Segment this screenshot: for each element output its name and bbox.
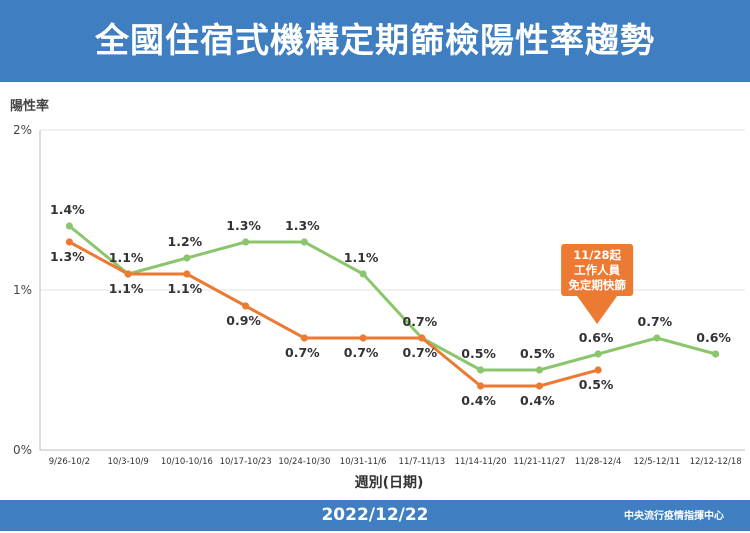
data-point-green (242, 238, 250, 246)
annotation-text: 11/28起 (573, 248, 621, 262)
data-label-orange: 1.3% (50, 249, 85, 264)
x-tick-label: 10/31-11/6 (340, 457, 387, 467)
page-title: 全國住宿式機構定期篩檢陽性率趨勢 (95, 21, 655, 61)
footer-bar: 2022/12/22 中央流行疫情指揮中心 (0, 500, 750, 531)
x-tick-label: 9/26-10/2 (49, 457, 90, 467)
data-label-orange: 0.5% (579, 377, 614, 392)
data-point-green (300, 238, 308, 246)
y-tick-label: 2% (13, 123, 32, 137)
x-tick-label: 10/3-10/9 (108, 457, 149, 467)
data-label-green: 1.1% (109, 250, 144, 265)
data-point-orange (535, 382, 543, 390)
data-label-orange: 0.4% (520, 393, 555, 408)
data-label-green: 1.2% (168, 234, 203, 249)
data-label-green: 0.7% (403, 314, 438, 329)
data-label-orange: 0.7% (285, 345, 320, 360)
y-tick-label: 0% (13, 443, 32, 457)
data-point-orange (124, 270, 132, 278)
data-point-orange (300, 334, 308, 342)
data-point-green (594, 350, 602, 358)
x-tick-label: 12/5-12/11 (634, 457, 681, 467)
x-tick-label: 11/14-11/20 (455, 457, 507, 467)
data-label-green: 0.5% (520, 346, 555, 361)
data-point-green (477, 366, 485, 374)
positivity-line-chart: 陽性率 週別(日期) 0% 1% 2% 9/26-10/2 10/3-10/9 10/10… (10, 98, 745, 491)
data-label-orange: 1.1% (109, 281, 144, 296)
y-axis-title: 陽性率 (10, 98, 49, 114)
data-label-orange: 0.4% (461, 393, 496, 408)
series-line-green (68, 224, 717, 372)
x-tick-label: 11/7-11/13 (399, 457, 446, 467)
annotation-arrow-icon (577, 296, 618, 324)
annotation-text: 工作人員 (574, 263, 620, 277)
data-point-orange (242, 302, 250, 310)
x-tick-label: 11/28-12/4 (575, 457, 622, 467)
header-bar: 全國住宿式機構定期篩檢陽性率趨勢 (0, 0, 750, 82)
data-point-orange (359, 334, 367, 342)
x-tick-label: 10/17-10/23 (220, 457, 272, 467)
data-point-orange (477, 382, 485, 390)
x-axis-title: 週別(日期) (355, 475, 424, 491)
data-point-green (359, 270, 367, 278)
x-tick-label: 11/21-11/27 (513, 457, 565, 467)
data-point-green (653, 334, 661, 342)
x-tick-label: 10/10-10/16 (161, 457, 213, 467)
data-label-green: 1.3% (285, 218, 320, 233)
data-label-orange: 0.9% (226, 313, 261, 328)
data-label-green: 0.5% (461, 346, 496, 361)
data-label-green: 0.6% (696, 330, 731, 345)
data-point-orange (594, 366, 602, 374)
data-label-green: 1.4% (50, 202, 85, 217)
data-point-green (65, 222, 73, 230)
footer-organization: 中央流行疫情指揮中心 (624, 511, 724, 522)
data-point-orange (418, 334, 426, 342)
data-point-green (183, 254, 191, 262)
series-line-orange (68, 240, 599, 388)
data-label-green: 1.3% (226, 218, 261, 233)
annotation-box (561, 244, 634, 296)
data-label-orange: 1.1% (168, 281, 203, 296)
data-label-green: 0.6% (579, 330, 614, 345)
data-label-orange: 0.7% (344, 345, 379, 360)
data-label-orange: 0.7% (403, 345, 438, 360)
data-label-green: 0.7% (638, 314, 673, 329)
y-tick-label: 1% (13, 283, 32, 297)
data-point-orange (65, 238, 73, 246)
data-point-green (535, 366, 543, 374)
x-tick-label: 10/24-10/30 (278, 457, 330, 467)
data-label-green: 1.1% (344, 250, 379, 265)
x-tick-label: 12/12-12/18 (690, 457, 742, 467)
data-point-orange (183, 270, 191, 278)
data-point-green (712, 350, 720, 358)
annotation-text: 免定期快篩 (568, 278, 626, 292)
footer-date: 2022/12/22 (321, 505, 429, 525)
